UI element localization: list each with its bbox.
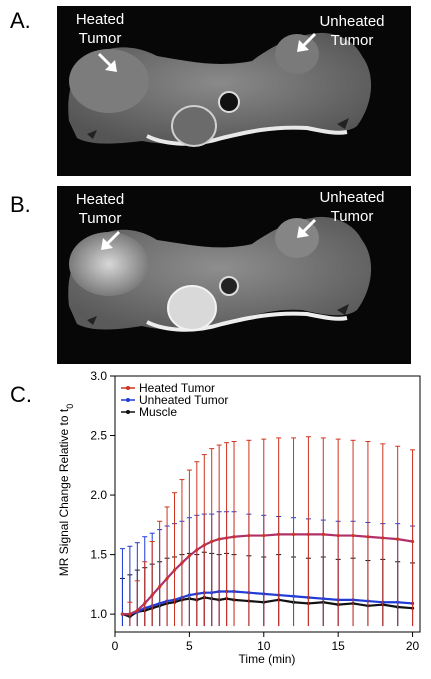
data-point <box>195 548 199 552</box>
data-point <box>306 532 311 536</box>
data-point <box>217 537 221 541</box>
x-tick-label: 0 <box>112 639 119 653</box>
legend-marker <box>126 410 130 414</box>
data-point <box>351 533 355 538</box>
data-point <box>381 536 385 540</box>
x-tick-label: 5 <box>186 639 193 653</box>
data-point <box>158 585 162 589</box>
data-point <box>224 536 229 540</box>
data-point <box>336 533 340 538</box>
data-point <box>150 593 154 597</box>
legend-label: Heated Tumor <box>139 381 215 395</box>
data-point <box>232 535 236 539</box>
arrow-icon <box>297 218 317 238</box>
mri-a-heated-label: Heated Tumor <box>75 11 125 47</box>
data-point <box>128 612 132 616</box>
y-tick-label: 2.0 <box>90 488 107 502</box>
data-point <box>172 568 177 572</box>
y-axis-title-subscript: 0 <box>65 404 75 409</box>
panel-a-letter: A. <box>10 8 31 33</box>
data-point <box>410 539 415 544</box>
legend-label: Unheated Tumor <box>139 393 228 407</box>
mri-image-b: Heated Tumor Unheated Tumor <box>57 186 411 364</box>
signal-chart: 0 5 10 15 20 1.0 1.5 2.0 2.5 3.0 Heated TumorUnhe… <box>57 369 421 666</box>
data-point <box>210 539 214 544</box>
panel-b-letter: B. <box>10 192 31 217</box>
arrow-icon <box>97 52 117 72</box>
mri-image-a: Heated Tumor Unheated Tumor <box>57 6 411 176</box>
data-point <box>262 533 266 538</box>
legend-label: Muscle <box>139 405 177 419</box>
mri-scan-a <box>68 32 372 147</box>
mri-b-heated-label: Heated Tumor <box>75 191 125 227</box>
mri-a-unheated-label: Unheated Tumor <box>319 13 385 49</box>
data-point <box>277 532 281 536</box>
mri-b-unheated-label: Unheated Tumor <box>319 189 385 225</box>
y-tick-label: 3.0 <box>90 369 107 383</box>
series-line <box>122 533 413 616</box>
legend-marker <box>126 386 130 390</box>
y-axis-title: MR Signal Change Relative to t0 <box>57 404 75 576</box>
data-point <box>120 612 125 616</box>
y-axis-title-main: MR Signal Change Relative to t <box>57 408 71 576</box>
legend-marker <box>126 398 130 402</box>
y-tick-label: 1.5 <box>90 548 107 562</box>
series-heated-tumor <box>120 436 416 627</box>
data-point <box>143 601 147 606</box>
series-line <box>122 596 413 618</box>
x-tick-label: 15 <box>331 639 345 653</box>
x-tick-label: 20 <box>406 639 420 653</box>
plot-frame <box>114 375 421 633</box>
data-point <box>180 561 184 565</box>
series-line <box>122 590 413 616</box>
data-point <box>187 554 191 558</box>
x-tick-label: 10 <box>257 639 271 653</box>
series-unheated-tumor <box>119 511 416 627</box>
y-tick-label: 2.5 <box>90 429 107 443</box>
data-point <box>135 608 139 613</box>
arrow-icon <box>101 230 121 250</box>
data-point <box>165 576 169 581</box>
data-point <box>202 543 206 547</box>
x-axis-title: Time (min) <box>239 652 296 666</box>
data-point <box>247 533 251 538</box>
arrow-icon <box>297 32 317 52</box>
series-muscle <box>119 551 416 627</box>
y-tick-label: 1.0 <box>90 607 107 621</box>
data-point <box>396 537 400 541</box>
panel-c-letter: C. <box>10 382 32 407</box>
data-point <box>291 532 296 536</box>
data-point <box>366 535 370 539</box>
data-point <box>321 532 325 536</box>
